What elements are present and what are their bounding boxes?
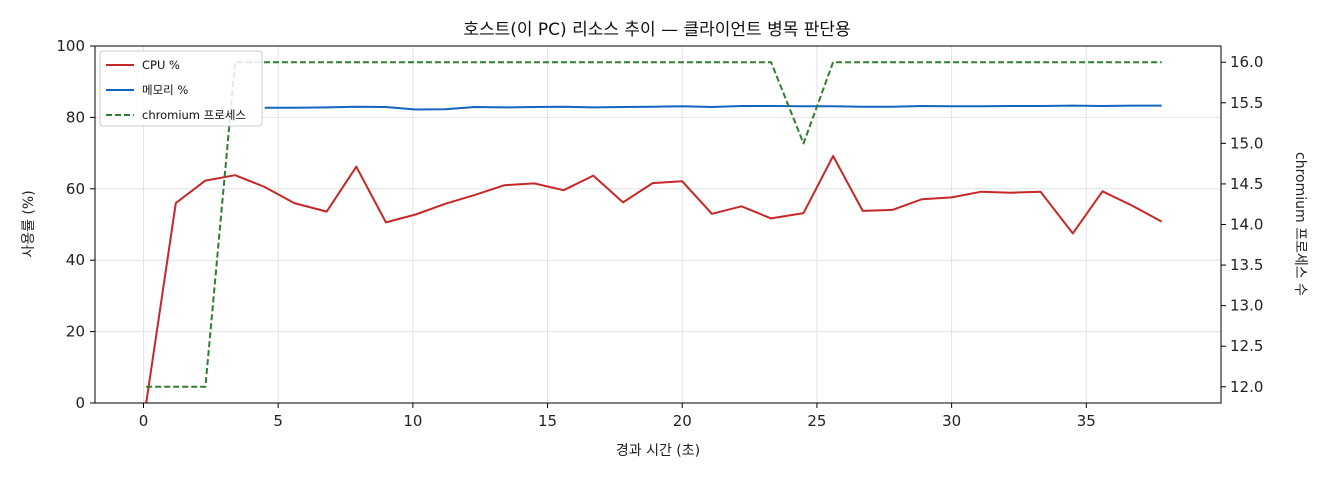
y2-tick-label: 15.0: [1230, 134, 1263, 152]
y2-axis-title: chromium 프로세스 수: [1292, 152, 1308, 296]
x-tick-label: 25: [807, 412, 826, 430]
series-line-chromium: [146, 61, 1162, 388]
y-axis-right: 12.0 12.5 13.0 13.5 14.0 14.5 15.0 15.5 16.0: [1221, 53, 1263, 396]
x-tick-label: 15: [538, 412, 557, 430]
legend-box: [99, 50, 263, 127]
y2-tick-label: 14.5: [1230, 175, 1263, 193]
y2-tick-label: 14.0: [1230, 216, 1263, 234]
y-tick-label: 40: [66, 251, 85, 269]
y-tick-label: 100: [56, 37, 85, 55]
legend-label: chromium 프로세스: [142, 108, 246, 122]
y-tick-label: 80: [66, 108, 85, 126]
y2-tick-label: 13.0: [1230, 297, 1263, 315]
chart-title: 호스트(이 PC) 리소스 추이 — 클라이언트 병목 판단용: [463, 20, 850, 40]
grid-layer: [95, 45, 1221, 404]
series-line-memory: [264, 104, 1162, 111]
y-tick-label: 60: [66, 180, 85, 198]
y2-tick-label: 15.5: [1230, 94, 1263, 112]
y-axis-title: 사용률 (%): [21, 190, 37, 257]
y-tick-label: 0: [75, 394, 85, 412]
y2-tick-label: 12.0: [1230, 378, 1263, 396]
x-tick-label: 0: [139, 412, 149, 430]
x-tick-label: 10: [403, 412, 422, 430]
y-axis-left: 0 20 40 60 80 100: [56, 37, 95, 412]
x-tick-label: 5: [273, 412, 283, 430]
legend-label: CPU %: [142, 58, 180, 72]
series-layer: [145, 61, 1163, 404]
series-line-cpu: [145, 155, 1163, 404]
x-axis-title: 경과 시간 (초): [616, 443, 700, 459]
plot-frame: [94, 45, 1222, 404]
x-tick-label: 35: [1077, 412, 1096, 430]
y2-tick-label: 16.0: [1230, 53, 1263, 71]
y-tick-label: 20: [66, 323, 85, 341]
x-tick-label: 30: [942, 412, 961, 430]
legend: CPU % 메모리 % chromium 프로세스: [99, 50, 263, 127]
y2-tick-label: 12.5: [1230, 337, 1263, 355]
x-tick-label: 20: [673, 412, 692, 430]
x-axis: 0 5 10 15 20 25 30 35: [139, 403, 1096, 430]
y2-tick-label: 13.5: [1230, 256, 1263, 274]
legend-label: 메모리 %: [142, 83, 188, 97]
